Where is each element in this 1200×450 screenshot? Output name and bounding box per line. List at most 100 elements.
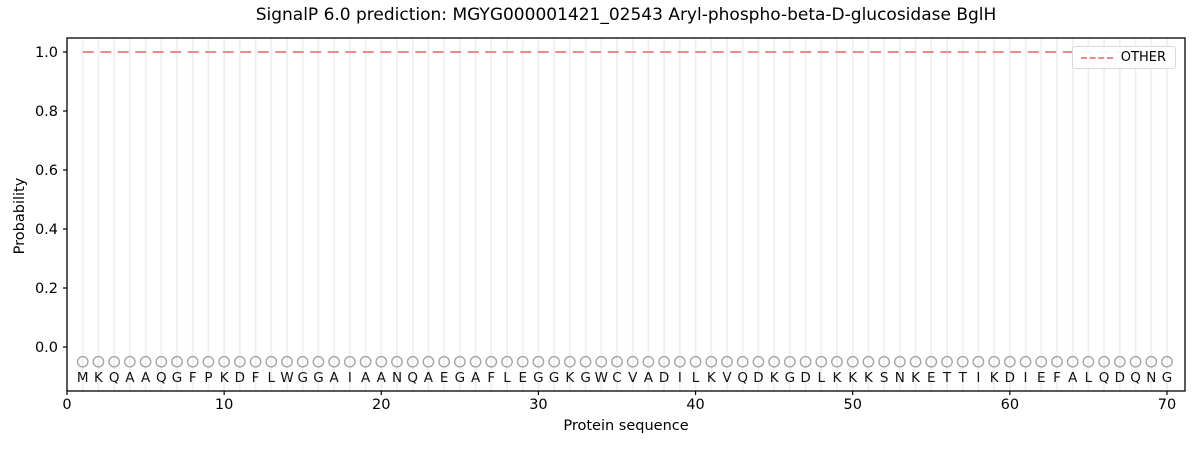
residue-marker: [831, 355, 843, 368]
residue-marker: [76, 355, 89, 368]
residue-letter: D: [753, 370, 763, 386]
residue-marker: [626, 355, 639, 368]
residue-marker: [815, 355, 828, 368]
residue-letter: G: [785, 370, 795, 386]
residue-marker: [1051, 355, 1063, 368]
residue-marker: [1161, 355, 1173, 368]
y-tick-label: 0.4: [35, 222, 58, 238]
residue-letter: E: [518, 370, 527, 386]
residue-marker: [909, 355, 922, 368]
residue-letter: L: [692, 370, 700, 386]
residue-marker: [642, 355, 655, 368]
y-tick-label: 0.6: [35, 163, 58, 179]
residue-marker: [532, 355, 545, 368]
residue-letter: K: [911, 370, 921, 386]
x-tick-label: 50: [843, 397, 861, 413]
residue-marker: [438, 355, 451, 368]
residue-marker: [375, 355, 388, 368]
residue-marker: [563, 355, 576, 368]
residue-marker: [218, 355, 231, 368]
residue-marker: [296, 355, 309, 368]
residue-letter: F: [252, 370, 260, 386]
y-axis-label: Probability: [12, 177, 28, 255]
residue-letter: G: [580, 370, 590, 386]
residue-letter: G: [455, 370, 465, 386]
residue-marker: [878, 355, 891, 368]
residue-letter: A: [125, 370, 135, 386]
residue-letter: G: [297, 370, 307, 386]
residue-letter: W: [595, 370, 608, 386]
residue-letter: F: [1053, 370, 1061, 386]
residue-marker: [249, 355, 262, 368]
residue-letter: G: [1162, 370, 1172, 386]
residue-marker: [328, 355, 341, 368]
residue-letter: I: [678, 370, 682, 386]
residue-letter: W: [280, 370, 293, 386]
residue-letter: A: [361, 370, 371, 386]
residue-letter: K: [707, 370, 717, 386]
residue-letter: A: [377, 370, 387, 386]
residue-letter: F: [487, 370, 495, 386]
x-tick-label: 30: [529, 397, 547, 413]
residue-letter: D: [1005, 370, 1015, 386]
residue-marker: [721, 355, 733, 368]
residue-marker: [705, 355, 718, 368]
residue-letter: I: [348, 370, 352, 386]
residue-marker: [516, 355, 529, 368]
residue-marker: [155, 355, 168, 368]
residue-marker: [501, 355, 513, 368]
legend: OTHER: [1071, 46, 1176, 69]
residue-letter: S: [880, 370, 889, 386]
residue-letter: L: [503, 370, 511, 386]
x-tick-label: 10: [215, 397, 233, 413]
residue-marker: [925, 355, 938, 368]
residue-marker: [1019, 355, 1032, 368]
residue-marker: [846, 355, 859, 368]
residue-marker: [799, 355, 812, 368]
residue-marker: [453, 355, 466, 368]
residue-letter: G: [313, 370, 323, 386]
chart-title: SignalP 6.0 prediction: MGYG000001421_02…: [255, 5, 997, 25]
residue-letter: V: [722, 370, 732, 386]
residue-marker: [972, 355, 985, 368]
residue-letter: N: [392, 370, 402, 386]
residue-marker: [171, 355, 183, 368]
x-axis-label: Protein sequence: [563, 418, 689, 434]
residue-marker: [736, 355, 749, 368]
residue-letter: Q: [407, 370, 418, 386]
residue-marker: [108, 355, 121, 368]
residue-marker: [485, 355, 498, 368]
residue-marker: [689, 355, 702, 368]
residue-marker: [281, 355, 293, 368]
residue-letter: M: [77, 370, 89, 386]
residue-marker: [579, 355, 592, 368]
residue-letter: K: [94, 370, 104, 386]
residue-letter: D: [235, 370, 245, 386]
residue-marker: [611, 355, 623, 368]
residue-letter: P: [204, 370, 212, 386]
residue-letter: Q: [156, 370, 167, 386]
residue-letter: G: [172, 370, 182, 386]
x-tick-label: 20: [372, 397, 390, 413]
residue-letter: Q: [737, 370, 748, 386]
residue-letter: A: [424, 370, 434, 386]
y-tick-label: 0.2: [35, 281, 58, 297]
residue-letter: I: [976, 370, 980, 386]
residue-letter: E: [927, 370, 936, 386]
plot-border: [66, 37, 1186, 392]
legend-dashed-line-swatch: [1080, 56, 1113, 59]
residue-letter: Q: [1130, 370, 1141, 386]
residue-letter: K: [220, 370, 230, 386]
residue-marker: [406, 355, 419, 368]
legend-label: OTHER: [1120, 50, 1166, 65]
residue-marker: [469, 355, 482, 368]
residue-marker: [1145, 355, 1158, 368]
residue-letter: V: [628, 370, 638, 386]
residue-marker: [202, 355, 215, 368]
x-tick-label: 70: [1158, 397, 1176, 413]
residue-marker: [422, 355, 435, 368]
residue-letter: A: [1068, 370, 1078, 386]
residue-letter: G: [533, 370, 543, 386]
residue-marker: [1113, 355, 1126, 368]
